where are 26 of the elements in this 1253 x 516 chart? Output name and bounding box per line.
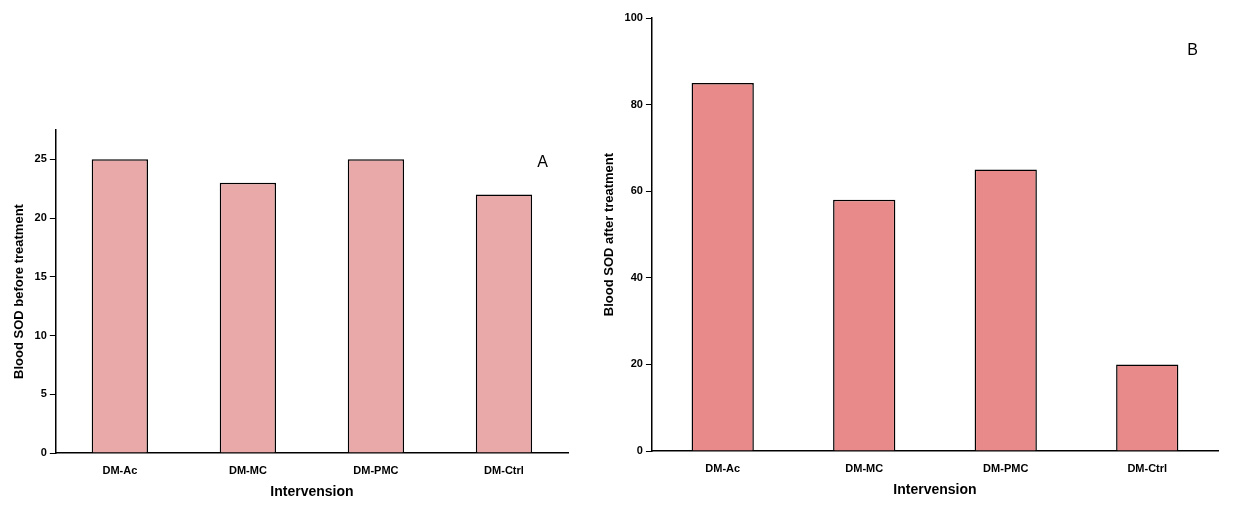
y-tick-label: 0 [40, 446, 47, 459]
annotation: A [537, 153, 549, 171]
x-tick-label: DM-Ac [705, 461, 741, 474]
x-tick-label: DM-MC [845, 461, 884, 474]
annotation: B [1187, 41, 1198, 59]
x-axis-title: Intervension [270, 483, 354, 500]
x-tick-label: DM-Ctrl [1127, 461, 1168, 474]
x-tick-label: DM-Ac [102, 463, 138, 476]
y-tick-label: 20 [34, 211, 47, 224]
y-axis-title: Blood SOD after treatment [601, 152, 617, 317]
y-tick-label: 0 [636, 444, 643, 457]
y-tick-label: 100 [624, 11, 643, 24]
y-tick-label: 5 [40, 387, 47, 400]
x-tick-label: DM-Ctrl [484, 463, 524, 476]
y-axis-title: Blood SOD before treatment [11, 203, 27, 379]
x-tick-label: DM-PMC [353, 463, 399, 476]
y-tick-label: 60 [630, 184, 643, 197]
x-tick-label: DM-PMC [983, 461, 1029, 474]
y-tick-label: 40 [630, 270, 643, 283]
x-axis-title: Intervension [893, 481, 977, 498]
y-tick-label: 25 [34, 152, 47, 165]
y-tick-label: 10 [34, 328, 47, 341]
y-tick-label: 20 [630, 357, 643, 370]
y-tick-label: 80 [630, 97, 643, 110]
y-tick-label: 15 [34, 269, 47, 282]
x-tick-label: DM-MC [228, 463, 267, 476]
